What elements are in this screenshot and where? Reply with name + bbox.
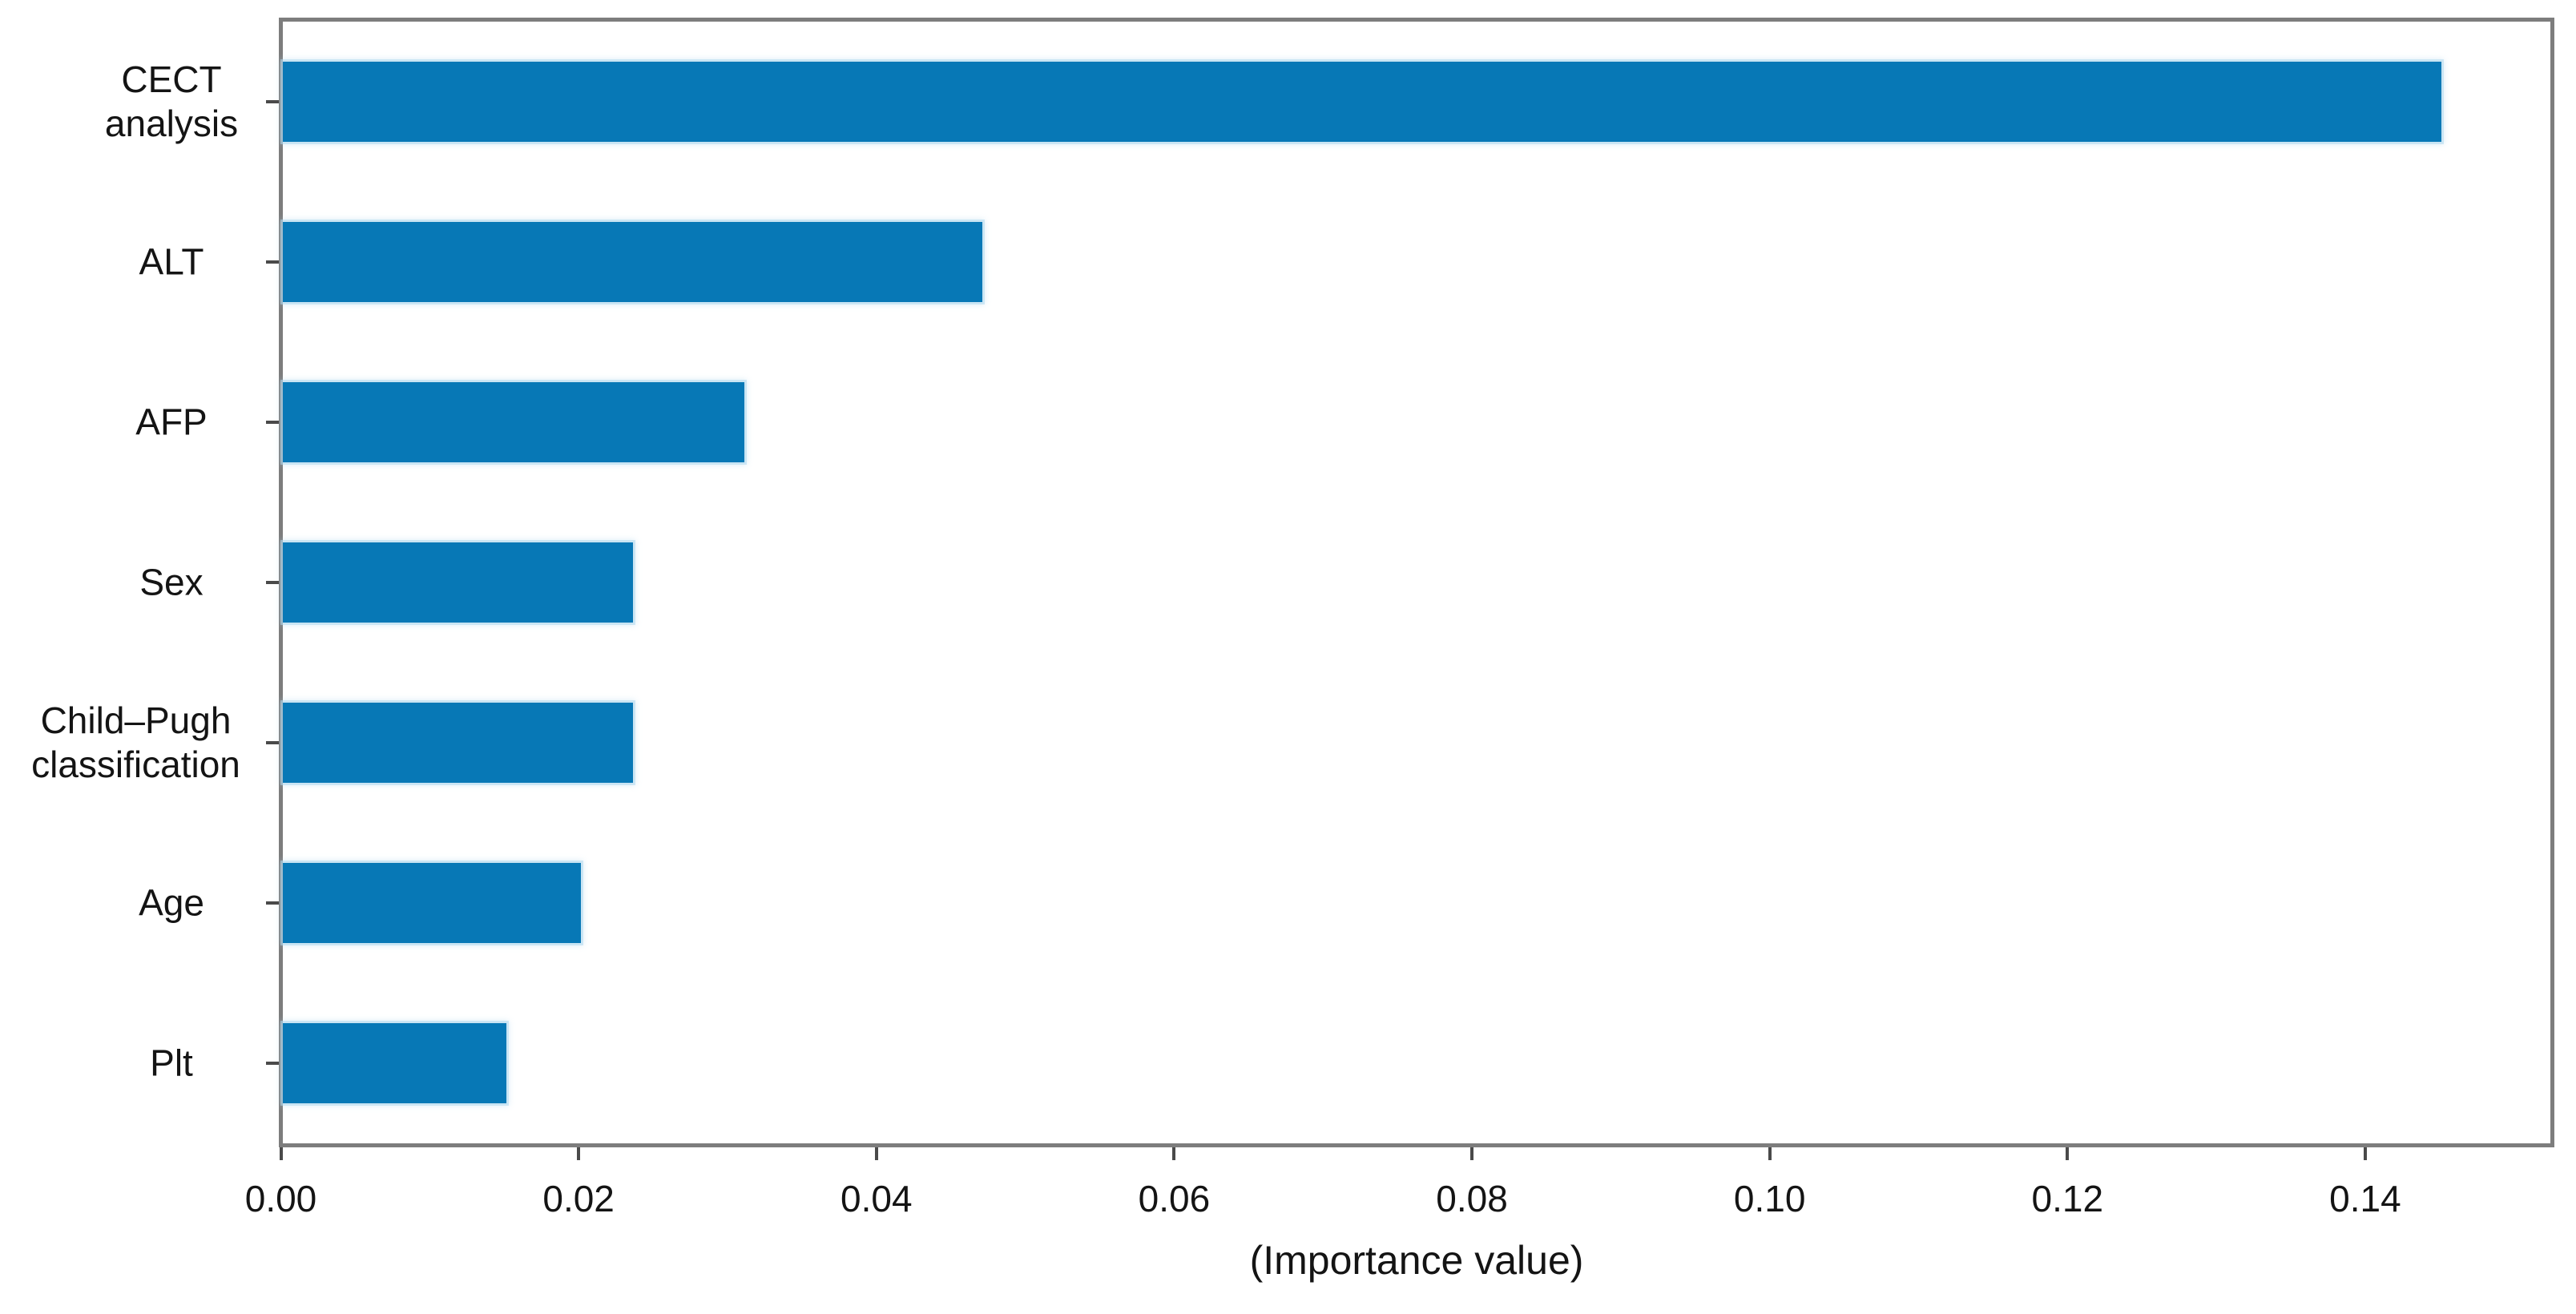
y-tick-label: Sex [139, 561, 204, 603]
x-tick-label: 0.00 [244, 1178, 317, 1219]
y-tick-label: CECT analysis [104, 58, 239, 144]
bar [283, 222, 983, 302]
x-tick-label: 0.02 [542, 1178, 615, 1219]
bar [283, 703, 633, 783]
y-tick-label: AFP [135, 401, 208, 443]
x-tick [1470, 1147, 1474, 1160]
y-tick [266, 1062, 279, 1065]
x-tick [577, 1147, 581, 1160]
y-tick [266, 901, 279, 905]
x-tick-label: 0.04 [841, 1178, 913, 1219]
x-tick [2363, 1147, 2367, 1160]
x-tick [1768, 1147, 1772, 1160]
y-tick-label: Child–Pugh classification [31, 699, 240, 785]
y-tick [266, 100, 279, 103]
y-tick [266, 741, 279, 744]
x-tick [279, 1147, 283, 1160]
x-tick [874, 1147, 878, 1160]
x-tick-label: 0.12 [2031, 1178, 2104, 1219]
y-tick [266, 581, 279, 584]
x-tick [2066, 1147, 2070, 1160]
x-tick-label: 0.14 [2329, 1178, 2401, 1219]
y-tick [266, 260, 279, 264]
x-tick-label: 0.10 [1733, 1178, 1806, 1219]
bar [283, 382, 745, 462]
x-tick-label: 0.08 [1436, 1178, 1508, 1219]
y-tick-label: ALT [139, 240, 204, 283]
bar [283, 863, 581, 943]
x-tick [1172, 1147, 1176, 1160]
bar [283, 62, 2442, 142]
y-tick-label: Age [139, 881, 204, 924]
y-tick-label: Plt [150, 1042, 193, 1084]
x-axis-title: (Importance value) [1249, 1238, 1584, 1283]
plot-area [279, 18, 2554, 1147]
y-tick [266, 421, 279, 424]
bar [283, 1023, 506, 1103]
x-tick-label: 0.06 [1138, 1178, 1211, 1219]
bar [283, 542, 633, 623]
